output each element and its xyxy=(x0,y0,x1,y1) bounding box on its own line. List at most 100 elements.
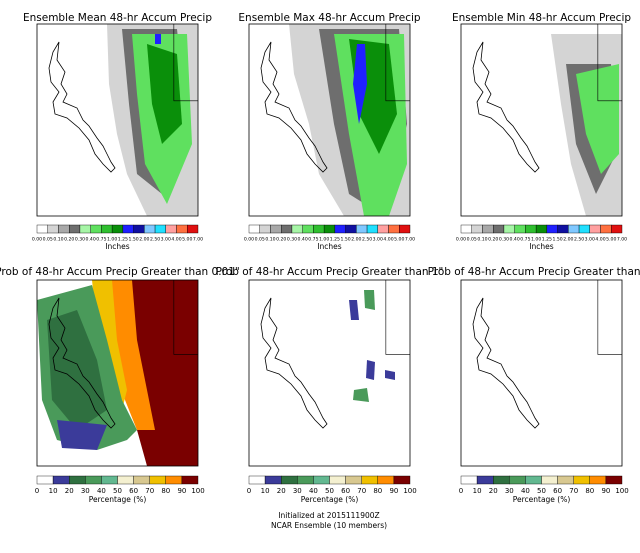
colorbar-tick-label: 0.10 xyxy=(265,237,275,243)
panel-title: Prob of 48-hr Accum Precip Greater than … xyxy=(428,266,640,278)
colorbar-tick-label: 0.00 xyxy=(32,237,42,243)
colorbar-tick-label: 20 xyxy=(65,487,74,495)
colorbar-tick-label: 1.25 xyxy=(118,237,128,243)
colorbar-label: Percentage (%) xyxy=(89,495,147,504)
state-border xyxy=(597,280,622,355)
colorbar-tick-label: 80 xyxy=(585,487,594,495)
colorbar-tick-label: 3.00 xyxy=(373,237,383,243)
colorbar-tick-label: 4.00 xyxy=(383,237,393,243)
colorbar-bin xyxy=(176,224,188,234)
colorbar-bin xyxy=(313,475,330,485)
colorbar-bin xyxy=(165,224,177,234)
colorbar-tick-label: 70 xyxy=(569,487,578,495)
colorbar-tick-label: 1.00 xyxy=(531,237,541,243)
colorbar-tick-label: 40 xyxy=(97,487,106,495)
colorbar-bin xyxy=(377,475,395,485)
state-border xyxy=(597,24,622,102)
coastline xyxy=(472,297,540,429)
colorbar-label: Inches xyxy=(105,242,129,251)
colorbar-tick-label: 2.00 xyxy=(563,237,573,243)
colorbar-bin xyxy=(460,475,478,485)
colorbar-tick-label: 0.05 xyxy=(43,237,53,243)
state-border xyxy=(385,280,410,355)
panel-title: Ensemble Mean 48-hr Accum Precip xyxy=(23,12,212,24)
precip-field xyxy=(147,44,182,144)
colorbar-tick-label: 4.00 xyxy=(171,237,181,243)
colorbar-tick-label: 0 xyxy=(247,487,251,495)
colorbar-bin xyxy=(297,475,314,485)
precip-field xyxy=(57,420,107,450)
colorbar-bin xyxy=(361,475,379,485)
footer-line: NCAR Ensemble (10 members) xyxy=(271,521,387,530)
colorbar-bin xyxy=(187,224,199,234)
coastline xyxy=(472,41,540,173)
colorbar-bin xyxy=(546,224,558,234)
colorbar-tick-label: 0 xyxy=(459,487,463,495)
colorbar-bin xyxy=(393,475,411,485)
colorbar-tick-label: 0.20 xyxy=(276,237,286,243)
state-border xyxy=(173,280,198,355)
colorbar-tick-label: 7.00 xyxy=(617,237,627,243)
colorbar-tick-label: 60 xyxy=(129,487,138,495)
colorbar-bin xyxy=(535,224,548,234)
colorbar-tick-label: 2.00 xyxy=(139,237,149,243)
colorbar-bin xyxy=(133,475,150,485)
coastline xyxy=(260,41,328,173)
colorbar-tick-label: 20 xyxy=(489,487,498,495)
map xyxy=(248,279,411,467)
colorbar-tick-label: 1.25 xyxy=(542,237,552,243)
colorbar-bin xyxy=(122,224,134,234)
colorbar-tick-label: 90 xyxy=(177,487,186,495)
colorbar-bin xyxy=(573,475,591,485)
precip-field xyxy=(47,310,107,430)
colorbar-bin xyxy=(471,224,483,234)
colorbar-tick-label: 10 xyxy=(49,487,58,495)
colorbar-tick-label: 0.40 xyxy=(86,237,96,243)
colorbar-bin xyxy=(281,224,293,234)
colorbar-tick-label: 70 xyxy=(145,487,154,495)
colorbar-tick-label: 0.75 xyxy=(308,237,318,243)
map-frame xyxy=(36,23,199,217)
colorbar-tick-label: 50 xyxy=(113,487,122,495)
colorbar-bin xyxy=(36,475,54,485)
colorbar-bin xyxy=(493,224,505,234)
colorbar-bin xyxy=(399,224,411,234)
colorbar-tick-label: 80 xyxy=(161,487,170,495)
state-border xyxy=(385,24,410,102)
colorbar-bin xyxy=(356,224,368,234)
colorbar-bin xyxy=(281,475,298,485)
colorbar-tick-label: 7.00 xyxy=(193,237,203,243)
map xyxy=(248,23,411,217)
colorbar-bin xyxy=(366,224,379,234)
colorbar-tick-label: 10 xyxy=(261,487,270,495)
colorbar-bin xyxy=(149,475,166,485)
colorbar-tick-label: 1.00 xyxy=(107,237,117,243)
colorbar-bin xyxy=(117,475,134,485)
colorbar-bin xyxy=(302,224,314,234)
colorbar-bin xyxy=(557,224,569,234)
colorbar-tick-label: 0.00 xyxy=(456,237,466,243)
colorbar-bin xyxy=(291,224,303,234)
colorbar-bin xyxy=(334,224,346,234)
colorbar-tick-label: 100 xyxy=(403,487,416,495)
colorbar-tick-label: 1.25 xyxy=(330,237,340,243)
colorbar-bin xyxy=(589,224,601,234)
map-frame xyxy=(36,279,199,467)
colorbar-bin xyxy=(476,475,494,485)
colorbar-bin xyxy=(525,475,542,485)
colorbar-tick-label: 0 xyxy=(35,487,39,495)
colorbar-bin xyxy=(101,475,118,485)
precip-field xyxy=(353,388,369,402)
panel-title: Prob of 48-hr Accum Precip Greater than … xyxy=(216,266,444,278)
precip-field xyxy=(385,370,395,380)
colorbar-bin xyxy=(165,475,183,485)
colorbar-tick-label: 60 xyxy=(341,487,350,495)
colorbar-bin xyxy=(313,224,325,234)
coastline xyxy=(260,297,328,429)
colorbar-bin xyxy=(482,224,494,234)
colorbar-tick-label: 0.20 xyxy=(488,237,498,243)
colorbar-tick-label: 30 xyxy=(293,487,302,495)
footer-line: Initialized at 2015111900Z xyxy=(278,511,379,520)
colorbar-tick-label: 0.75 xyxy=(96,237,106,243)
